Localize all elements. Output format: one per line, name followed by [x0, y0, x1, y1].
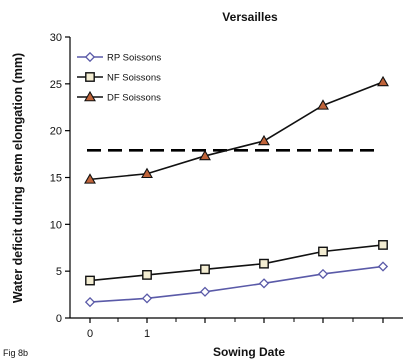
y-tick-label: 5	[56, 266, 62, 278]
data-point-triangle	[377, 75, 389, 87]
legend-item: DF Soissons	[77, 90, 161, 104]
data-point-diamond	[141, 293, 153, 304]
data-point-square	[318, 246, 328, 257]
figure-label: Fig 8b	[3, 348, 28, 358]
data-point-diamond	[317, 268, 329, 280]
data-point-diamond	[84, 51, 96, 63]
series-df-soissons	[84, 75, 389, 184]
series-group	[84, 75, 389, 308]
data-point-triangle	[84, 90, 96, 102]
y-tick-label: 20	[50, 126, 62, 138]
data-point-triangle	[199, 149, 211, 161]
series-line	[89, 244, 384, 282]
chart-title: Versailles	[222, 10, 278, 24]
data-point-square	[142, 270, 152, 280]
data-point-diamond	[258, 278, 270, 289]
series-line	[89, 81, 384, 181]
data-point-diamond	[84, 296, 96, 308]
series-nf-soissons	[85, 240, 388, 286]
x-tick-label: 1	[144, 328, 150, 340]
data-point-diamond	[199, 286, 211, 297]
legend-item: RP Soissons	[77, 51, 161, 64]
data-point-square	[378, 240, 388, 250]
x-axis-label: Sowing Date	[213, 345, 285, 359]
legend-label: NF Soissons	[107, 73, 161, 84]
data-point-square	[259, 258, 269, 269]
y-tick-label: 25	[50, 79, 62, 91]
data-point-triangle	[317, 99, 329, 110]
data-point-square	[85, 275, 95, 286]
y-tick-label: 15	[50, 173, 62, 185]
data-point-triangle	[141, 167, 153, 179]
series-line	[89, 265, 384, 303]
y-tick-label: 30	[50, 32, 62, 44]
y-axis: 0 5 10 15 20 25 30	[50, 32, 71, 325]
legend-label: RP Soissons	[107, 53, 161, 64]
data-point-triangle	[84, 173, 96, 184]
legend-label: DF Soissons	[107, 93, 161, 104]
y-tick-label: 0	[56, 313, 62, 325]
data-point-diamond	[377, 261, 389, 272]
series-rp-soissons	[84, 261, 389, 308]
legend: RP Soissons NF Soissons DF Soissons	[77, 51, 161, 104]
data-point-square	[200, 264, 210, 275]
data-point-square	[85, 72, 95, 82]
y-tick-label: 10	[50, 219, 62, 231]
y-axis-label: Water deficit during stem elongation (mm…	[11, 53, 25, 303]
data-point-triangle	[258, 134, 270, 146]
x-tick-label: 0	[87, 328, 93, 340]
legend-item: NF Soissons	[77, 72, 161, 84]
